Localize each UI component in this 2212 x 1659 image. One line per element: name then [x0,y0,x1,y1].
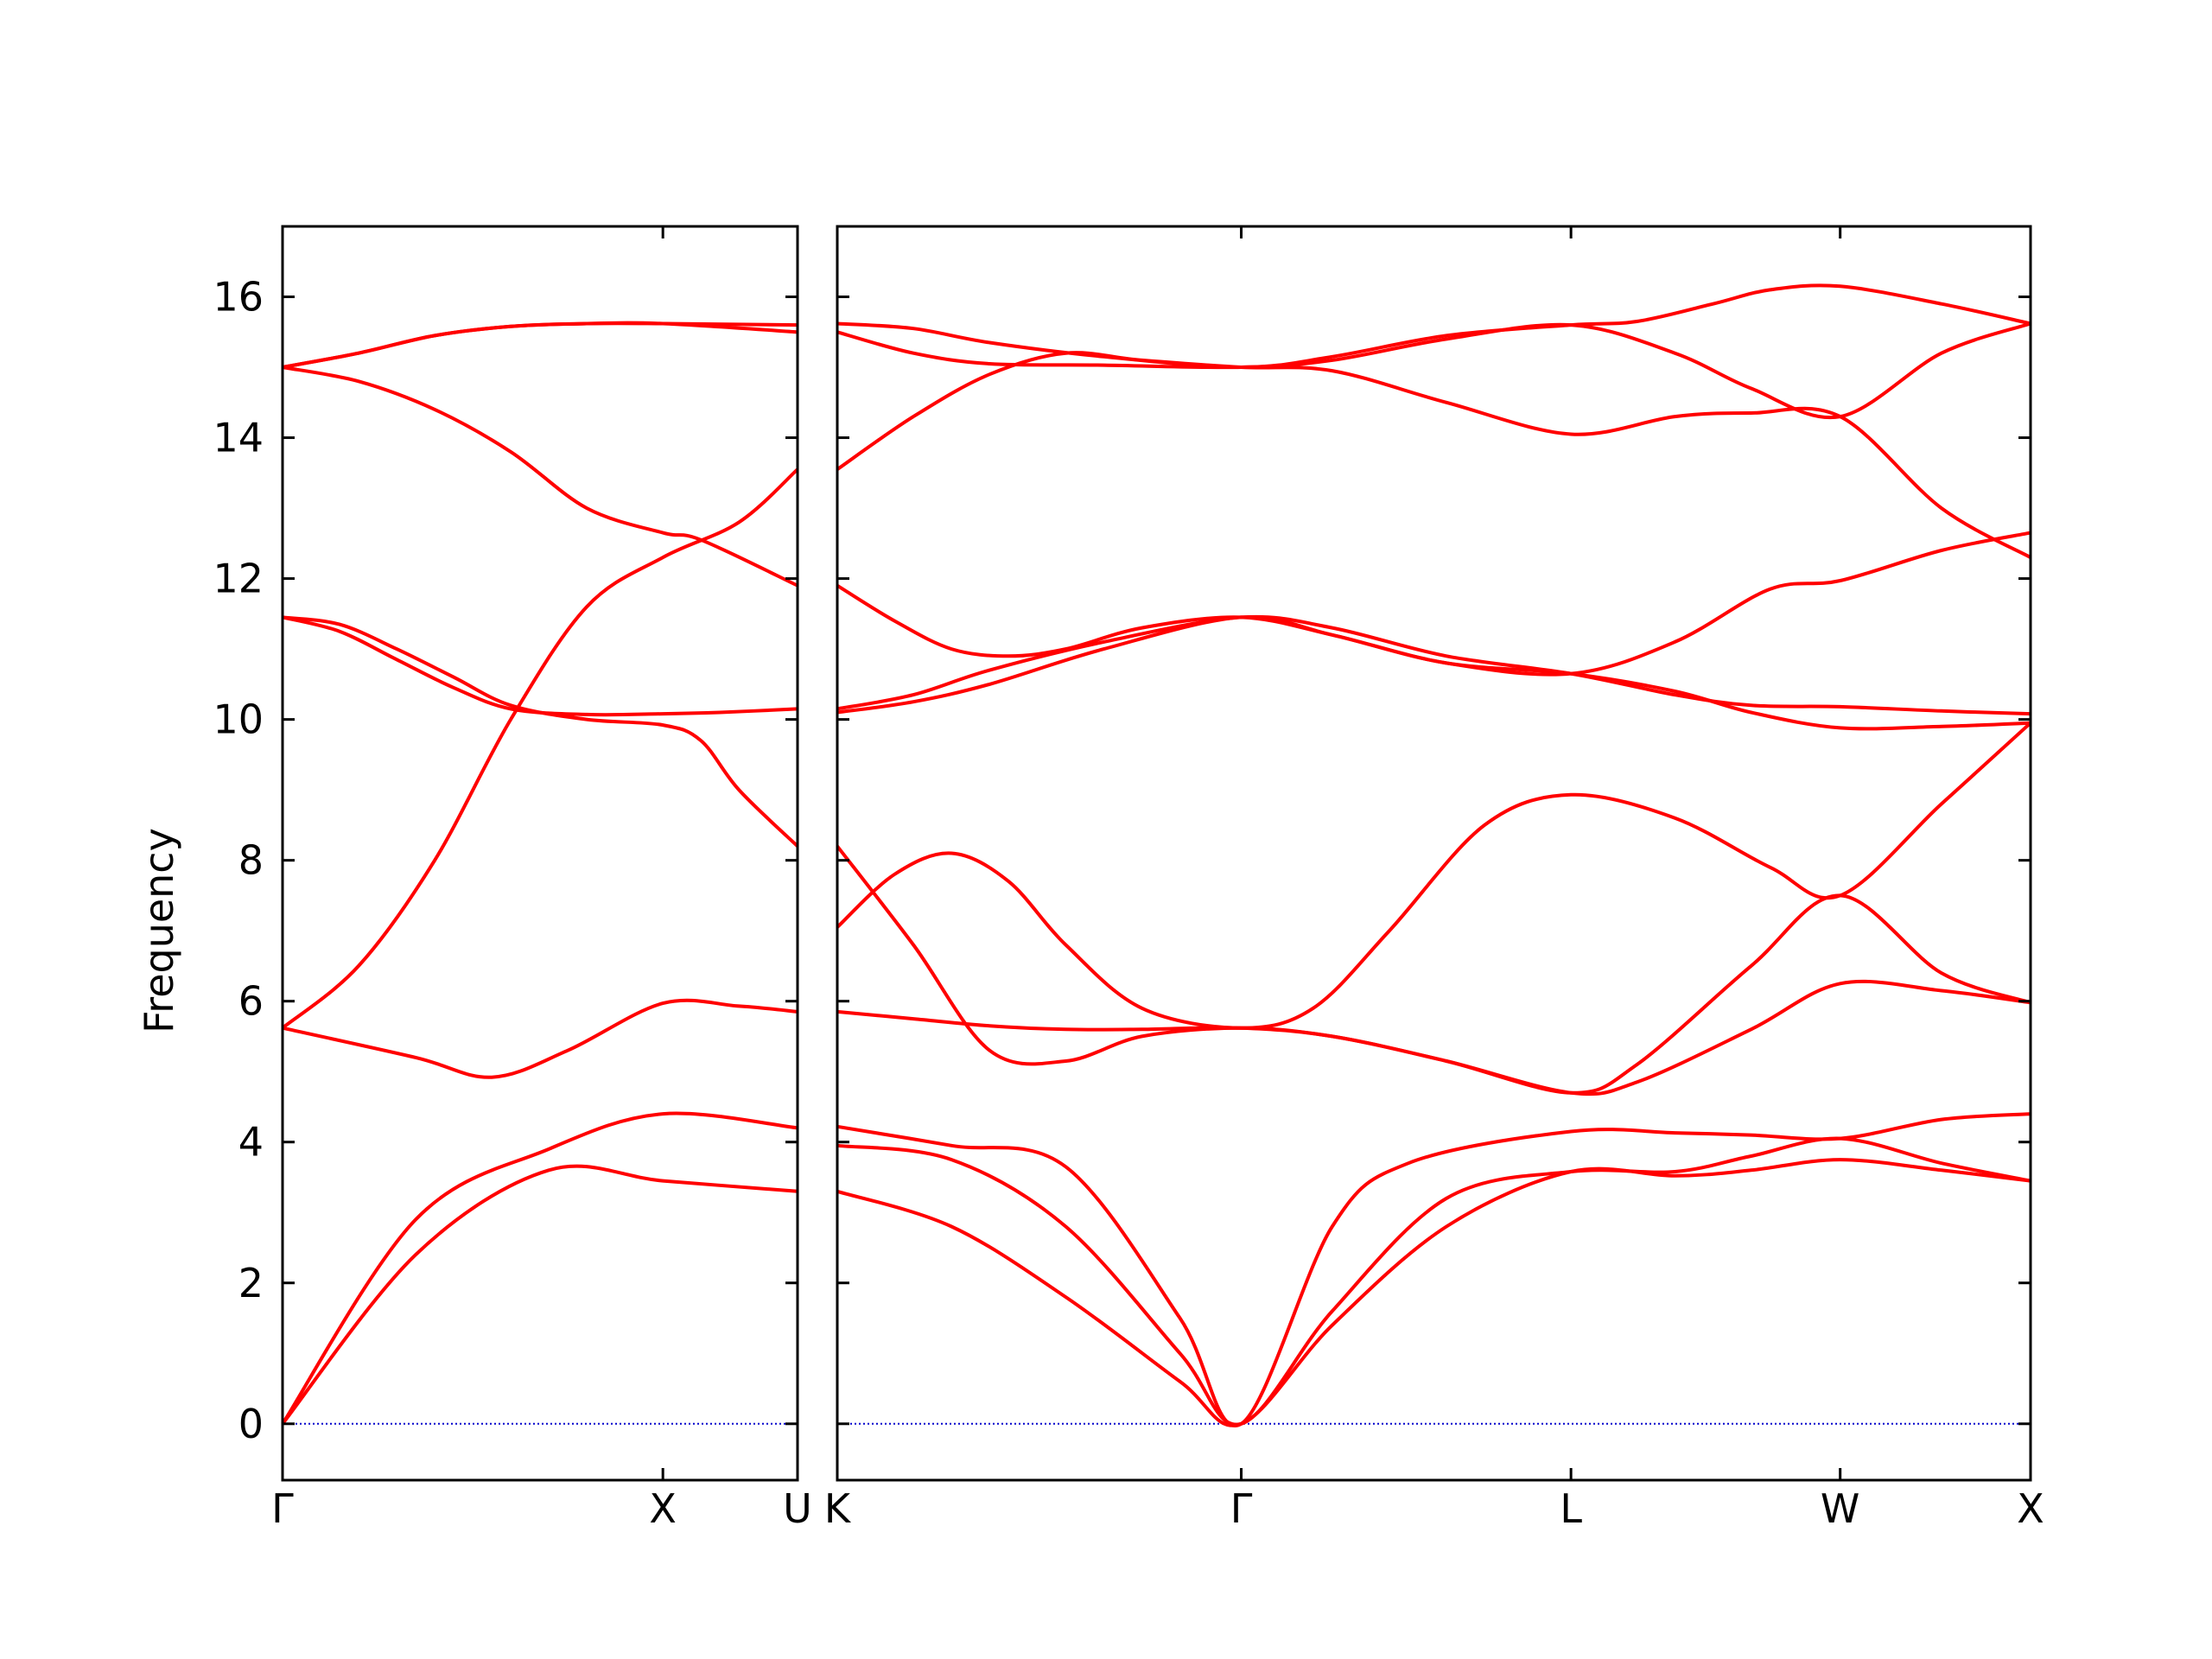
phonon-band-line-6 [836,721,2032,1030]
x-tick-label-K: K [824,1485,852,1532]
phonon-band-line-4 [281,467,799,1030]
y-tick-label: 16 [213,274,264,321]
y-tick-label: 8 [238,837,264,884]
phonon-band-line-2 [281,1111,798,1425]
panel-frame [836,225,2032,1482]
x-tick-label-Γ: Γ [1230,1485,1253,1532]
x-tick-label-W: W [1821,1485,1859,1532]
phonon-band-line-8 [836,614,2031,716]
y-tick-label: 2 [238,1260,264,1306]
phonon-band-line-5 [282,615,798,717]
phonon-band-line-3 [836,1112,2031,1427]
y-tick-label: 14 [213,415,264,461]
x-tick-label-X: X [649,1485,677,1532]
phonon-band-line-1 [281,1164,798,1426]
phonon-band-line-6 [282,615,799,848]
x-tick-label-L: L [1560,1485,1582,1532]
left-panel: 0 2 4 6 8 10 12 14 16 Γ X U [213,225,812,1532]
phonon-band-line-9 [836,531,2031,677]
y-axis-title: Frequency [136,828,182,1033]
x-tick-label-X: X [2017,1485,2044,1532]
x-tick-label-U: U [783,1485,812,1532]
y-tick-label: 4 [238,1119,264,1166]
x-tick-label-Γ: Γ [271,1485,294,1532]
phonon-band-line-9 [282,321,798,369]
y-tick-label: 10 [213,696,264,743]
phonon-band-line-12 [836,283,2031,369]
phonon-band-line-3 [282,998,798,1079]
panel-frame [281,225,799,1482]
phonon-band-line-1 [836,1158,2031,1427]
y-tick-label: 12 [213,556,264,602]
phonon-band-line-11 [836,321,2031,420]
phonon-band-line-7 [282,365,798,588]
y-tick-label: 6 [238,978,264,1025]
y-tick-label: 0 [238,1401,264,1447]
